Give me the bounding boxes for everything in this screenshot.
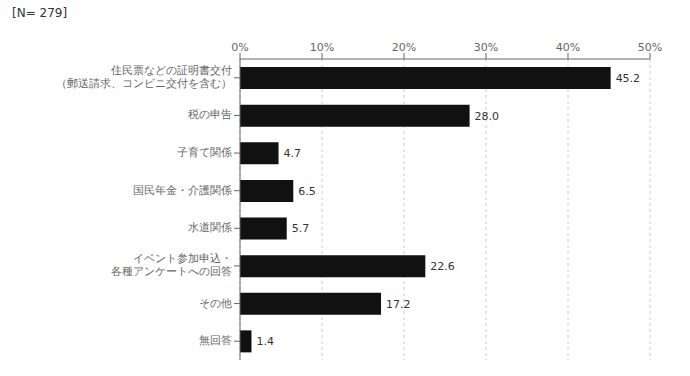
svg-text:子育て関係: 子育て関係 <box>177 146 232 159</box>
svg-text:その他: その他 <box>199 297 232 310</box>
svg-text:17.2: 17.2 <box>386 298 411 311</box>
svg-text:無回答: 無回答 <box>199 334 232 347</box>
svg-text:40%: 40% <box>556 41 580 54</box>
svg-text:0%: 0% <box>231 41 248 54</box>
html-text:[N= 279]: [N= 279] <box>12 6 68 20</box>
svg-text:税の申告: 税の申告 <box>188 108 232 121</box>
svg-text:45.2: 45.2 <box>616 72 641 85</box>
svg-text:5.7: 5.7 <box>292 222 310 235</box>
svg-text:1.4: 1.4 <box>256 335 274 348</box>
svg-text:30%: 30% <box>474 41 498 54</box>
svg-text:28.0: 28.0 <box>475 110 500 123</box>
svg-text:20%: 20% <box>392 41 416 54</box>
svg-text:イベント参加申込・各種アンケートへの回答: イベント参加申込・各種アンケートへの回答 <box>111 252 232 278</box>
svg-text:6.5: 6.5 <box>298 185 316 198</box>
svg-text:国民年金・介護関係: 国民年金・介護関係 <box>133 184 232 197</box>
svg-text:4.7: 4.7 <box>284 147 302 160</box>
svg-text:住民票などの証明書交付（郵送請求、コンビニ交付を含む）: 住民票などの証明書交付（郵送請求、コンビニ交付を含む） <box>56 64 232 90</box>
svg-text:10%: 10% <box>310 41 334 54</box>
svg-text:水道関係: 水道関係 <box>188 221 232 234</box>
svg-text:22.6: 22.6 <box>430 260 455 273</box>
svg-text:50%: 50% <box>638 41 662 54</box>
